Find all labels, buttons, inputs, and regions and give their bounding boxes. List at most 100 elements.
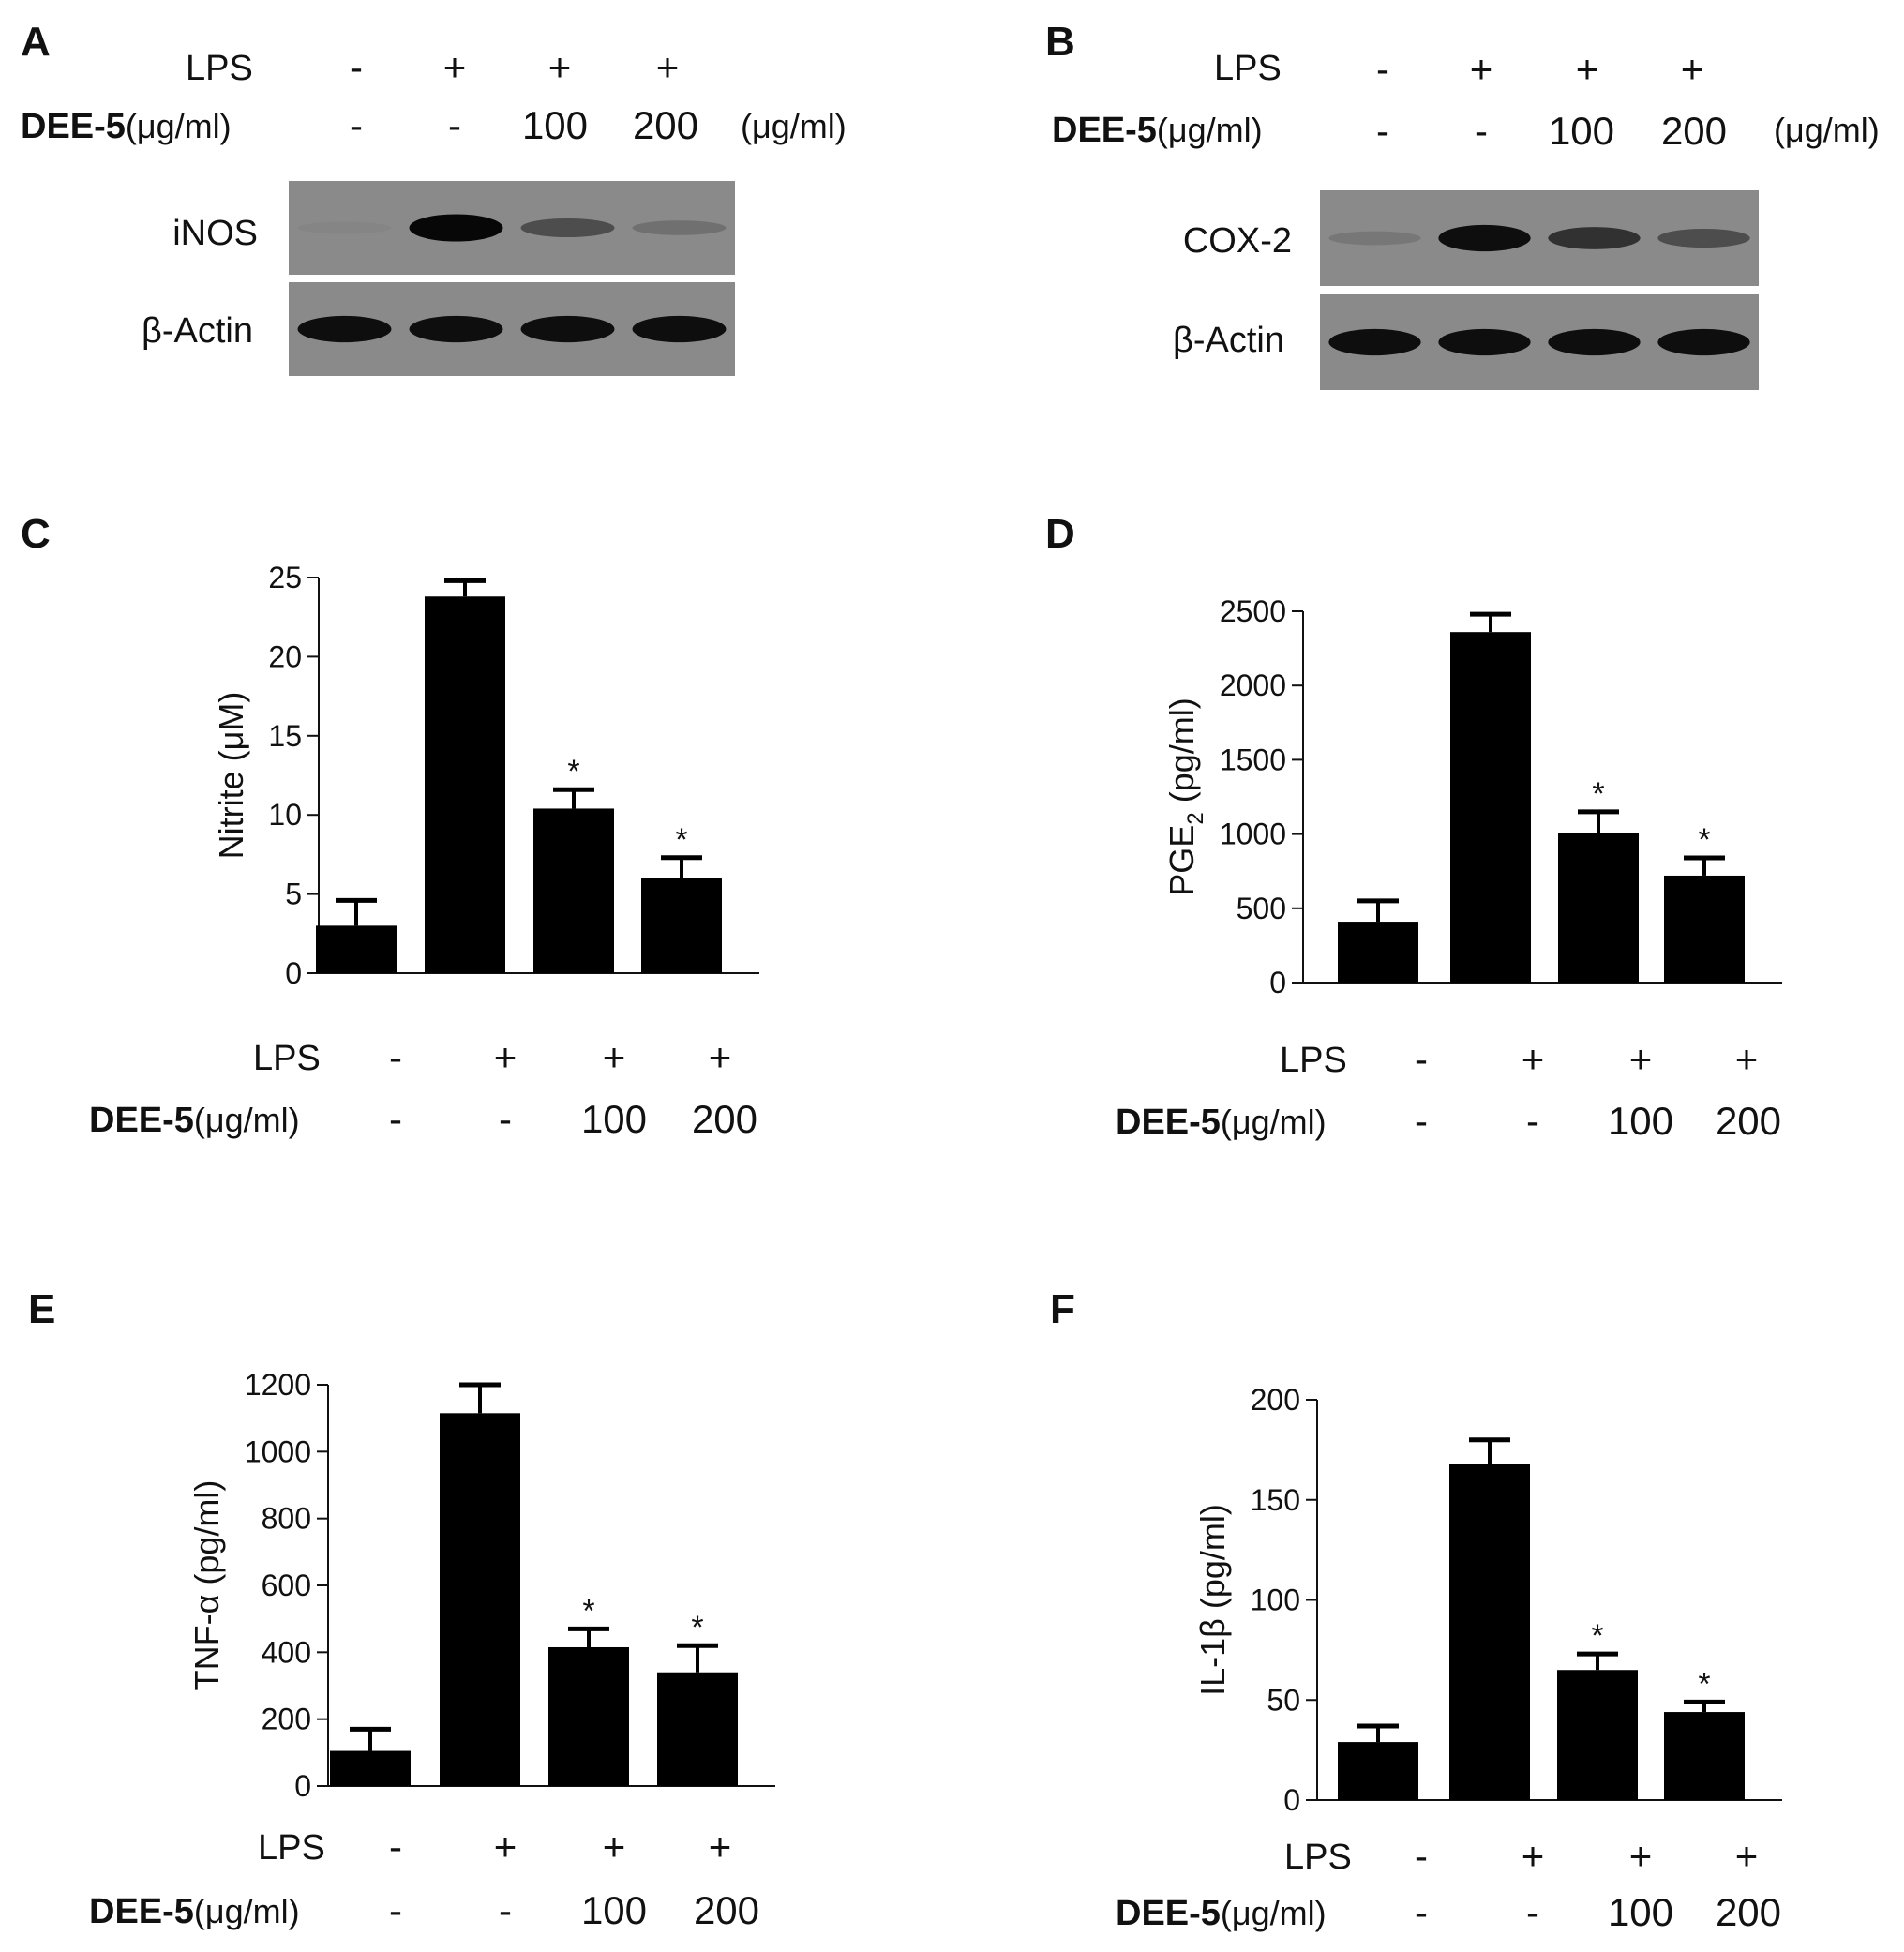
blot-band [520, 218, 615, 238]
dee-value: 100 [521, 103, 589, 147]
bar [641, 878, 722, 973]
significance-marker: * [675, 822, 687, 858]
panel-label-b: B [1045, 19, 1075, 65]
bar [425, 596, 505, 973]
lps-value: + [708, 1824, 732, 1869]
blot-band [1328, 328, 1421, 356]
blot-band [1657, 228, 1750, 248]
blot-band [1657, 328, 1750, 356]
y-tick-label: 200 [262, 1703, 311, 1736]
bar [316, 925, 397, 973]
lps-value: + [1628, 1037, 1653, 1081]
blot-band [632, 220, 727, 235]
bar [1450, 632, 1531, 983]
significance-marker: * [582, 1593, 594, 1629]
significance-marker: * [1698, 1666, 1710, 1702]
lps-value: + [547, 45, 572, 89]
dee-value: 200 [693, 1888, 760, 1932]
blot-band [297, 315, 392, 343]
significance-marker: * [567, 754, 579, 789]
lps-value: - [1376, 47, 1389, 91]
y-tick-label: 100 [1251, 1584, 1300, 1617]
panel-label-f: F [1050, 1286, 1075, 1332]
bar [548, 1646, 629, 1786]
dee-row-label-a: DEE-5(μg/ml) [21, 107, 232, 146]
blot-band [1548, 328, 1641, 356]
dee-value: - [389, 1097, 402, 1141]
dee-value: - [1475, 109, 1488, 153]
bar [657, 1672, 738, 1786]
lps-row-label-e: LPS [258, 1828, 325, 1868]
bar [1664, 875, 1745, 983]
y-tick-label: 10 [268, 798, 302, 832]
western-blot-a [289, 181, 735, 376]
dee-row-label-d: DEE-5(μg/ml) [1116, 1103, 1327, 1142]
lps-value: + [708, 1035, 732, 1079]
lps-row-label-d: LPS [1280, 1041, 1347, 1080]
lps-row-label-c: LPS [253, 1039, 321, 1078]
blot-band [1438, 224, 1531, 252]
blot-band [297, 221, 392, 234]
blot-name-inos: iNOS [172, 214, 258, 253]
dee-value: - [1376, 109, 1389, 153]
dee-value: 200 [1715, 1890, 1782, 1934]
y-tick-label: 20 [268, 639, 302, 673]
y-tick-label: 800 [262, 1502, 311, 1536]
blot-band [1438, 328, 1531, 356]
bar [1338, 922, 1418, 983]
y-tick-label: 1200 [245, 1368, 311, 1402]
blot-band [520, 315, 615, 343]
y-tick-label: 0 [294, 1769, 311, 1803]
y-tick-label: 0 [1283, 1783, 1300, 1817]
y-axis-label: Nitrite (μM) [212, 692, 250, 860]
y-tick-label: 15 [268, 719, 302, 753]
lps-value: + [602, 1824, 626, 1869]
y-tick-label: 2000 [1220, 668, 1286, 702]
blot-name-cox2: COX-2 [1182, 221, 1292, 261]
dee-value: 100 [580, 1097, 648, 1141]
lps-value: - [1415, 1834, 1428, 1878]
lps-row-label-a: LPS [186, 49, 253, 88]
lps-value: - [1415, 1037, 1428, 1081]
y-axis-label: PGE2 (pg/ml) [1162, 698, 1208, 895]
dee-value: 200 [632, 103, 699, 147]
y-tick-label: 2500 [1220, 594, 1286, 628]
y-tick-label: 600 [262, 1569, 311, 1602]
bar [533, 808, 614, 973]
lps-value: + [442, 45, 467, 89]
blot-name-actin-b: β-Actin [1173, 321, 1284, 360]
lps-row-label-b: LPS [1214, 49, 1282, 88]
bar [1558, 833, 1639, 983]
units-suffix-b: (μg/ml) [1774, 111, 1880, 149]
y-axis-label: TNF-α (pg/ml) [187, 1480, 226, 1691]
y-tick-label: 1000 [245, 1434, 311, 1468]
bar-chart-pge2: 0 500 1000 1500 2000 2500 PGE2 (pg/ml) * * [1162, 594, 1782, 999]
bar [1338, 1742, 1418, 1800]
significance-marker: * [1591, 1618, 1603, 1654]
y-tick-label: 5 [285, 878, 302, 911]
bar-chart-nitrite: 0 5 10 15 20 25 Nitrite (μM) * * [212, 561, 759, 990]
dee-row-label-f: DEE-5(μg/ml) [1116, 1894, 1327, 1933]
dee-value: - [1526, 1890, 1539, 1934]
lps-value: + [1628, 1834, 1653, 1878]
dee-value: - [389, 1888, 402, 1932]
dee-value: 100 [1548, 109, 1615, 153]
dee-value: 100 [580, 1888, 648, 1932]
bar [1557, 1670, 1638, 1800]
panel-label-e: E [28, 1286, 56, 1332]
dee-value: 100 [1607, 1099, 1674, 1143]
lps-value: + [1734, 1037, 1759, 1081]
y-tick-label: 25 [268, 561, 302, 594]
y-tick-label: 0 [285, 956, 302, 990]
blot-band [409, 214, 503, 242]
dee-value: 200 [1715, 1099, 1782, 1143]
dee-value: - [1526, 1099, 1539, 1143]
dee-value: - [448, 103, 461, 147]
lps-value: + [1734, 1834, 1759, 1878]
lps-value: + [602, 1035, 626, 1079]
bar [1664, 1712, 1745, 1800]
dee-value: 200 [1660, 109, 1728, 153]
dee-row-label-e: DEE-5(μg/ml) [89, 1892, 300, 1931]
blot-band [409, 315, 503, 343]
panel-label-c: C [21, 511, 51, 557]
